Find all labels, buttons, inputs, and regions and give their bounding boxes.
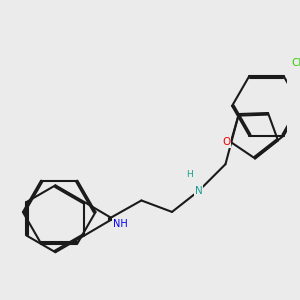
Text: O: O: [223, 137, 231, 147]
Text: Cl: Cl: [291, 58, 300, 68]
Text: N: N: [195, 186, 202, 196]
Text: H: H: [186, 170, 193, 179]
Text: NH: NH: [113, 219, 128, 229]
